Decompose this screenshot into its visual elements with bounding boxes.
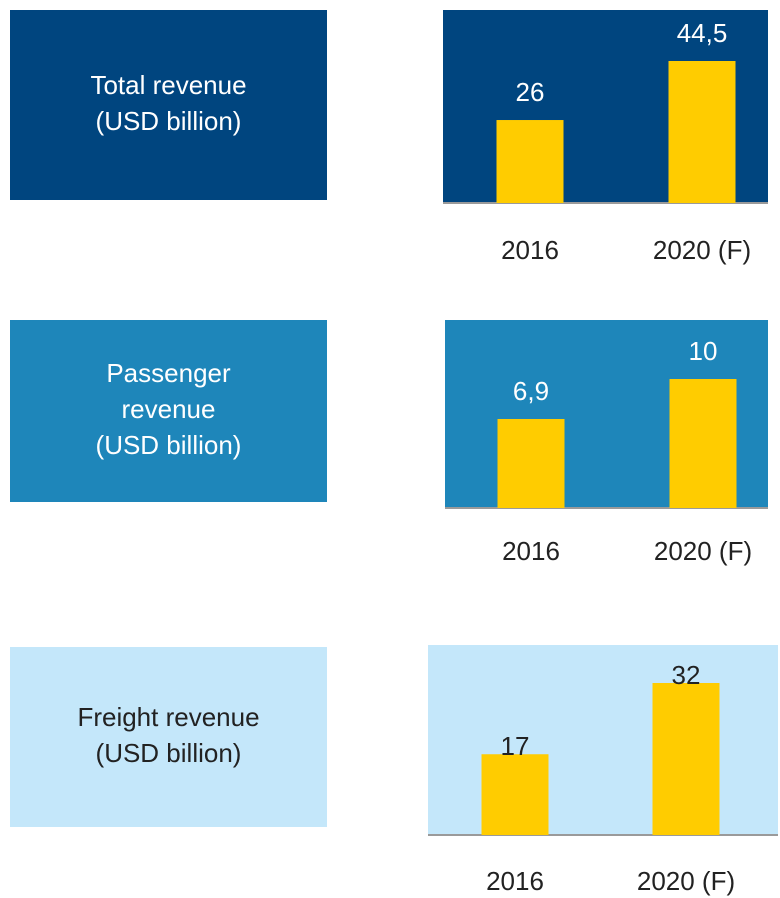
bar — [668, 61, 736, 203]
x-tick-label: 2020 (F) — [637, 866, 735, 896]
chart-title: Freight revenue — [77, 702, 259, 732]
x-tick-label: 2020 (F) — [653, 235, 751, 265]
chart-title: revenue — [122, 394, 216, 424]
bar — [652, 683, 720, 835]
title-box — [10, 320, 327, 502]
bar — [669, 379, 737, 508]
title-box — [10, 10, 327, 200]
title-box — [10, 647, 327, 827]
chart-title: (USD billion) — [96, 738, 242, 768]
value-label: 26 — [516, 77, 545, 107]
bar — [496, 120, 564, 203]
chart-title: (USD billion) — [96, 430, 242, 460]
chart-title: Passenger — [106, 358, 231, 388]
value-label: 17 — [501, 731, 530, 761]
x-tick-label: 2016 — [501, 235, 559, 265]
chart-title: Total revenue — [90, 70, 246, 100]
x-tick-label: 2020 (F) — [654, 536, 752, 566]
value-label: 6,9 — [513, 376, 549, 406]
plot-panel — [428, 645, 778, 835]
chart-title: (USD billion) — [96, 106, 242, 136]
value-label: 10 — [689, 336, 718, 366]
bar — [481, 754, 549, 835]
value-label: 44,5 — [677, 18, 728, 48]
x-tick-label: 2016 — [486, 866, 544, 896]
value-label: 32 — [672, 660, 701, 690]
bar — [497, 418, 565, 508]
x-tick-label: 2016 — [502, 536, 560, 566]
